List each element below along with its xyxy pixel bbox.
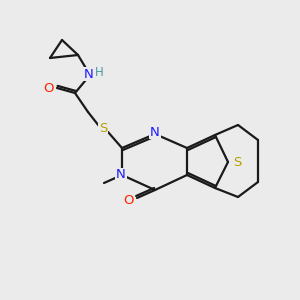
Text: O: O <box>43 82 53 94</box>
Text: H: H <box>94 65 103 79</box>
Text: N: N <box>84 68 94 80</box>
Text: S: S <box>233 155 241 169</box>
Text: O: O <box>123 194 133 208</box>
Text: N: N <box>116 169 126 182</box>
Text: S: S <box>99 122 107 136</box>
Text: N: N <box>150 125 160 139</box>
